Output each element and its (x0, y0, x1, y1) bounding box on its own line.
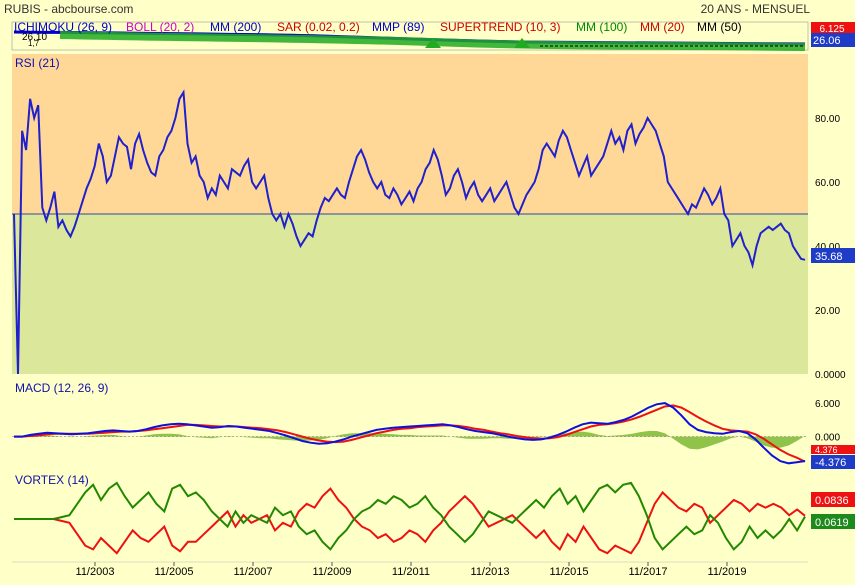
macd-title: MACD (12, 26, 9) (15, 381, 108, 395)
vortex-panel: VORTEX (14) 0.0836 0.0619 (14, 473, 855, 555)
indicator-legend: ICHIMOKU (26, 9) BOLL (20, 2) MM (200) SAR … (14, 20, 742, 34)
rsi-axis: 80.00 60.00 40.00 20.00 0.0000 (815, 114, 846, 381)
vortex-plus-tag: 0.0619 (815, 517, 849, 529)
macd-series-line (14, 402, 806, 465)
legend-item: ICHIMOKU (26, 9) (14, 20, 112, 34)
rsi-value-tag: 35.68 (815, 251, 843, 263)
vortex-plus-line (14, 481, 806, 551)
x-tick-label: 11/2009 (313, 566, 352, 578)
x-tick-label: 11/2007 (234, 566, 273, 578)
rsi-panel: 80.00 60.00 40.00 20.00 0.0000 RSI (21) 35.6… (12, 54, 855, 381)
rsi-oversold-zone (12, 214, 808, 374)
vortex-minus-line (14, 487, 806, 555)
legend-item: MM (200) (210, 20, 261, 34)
legend-item: MM (50) (697, 20, 742, 34)
price-tag-bg (811, 33, 855, 47)
rsi-overbought-zone (12, 54, 808, 214)
x-tick-label: 11/2003 (76, 566, 115, 578)
rsi-tick-label: 80.00 (815, 114, 840, 125)
macd-histogram-area (14, 431, 805, 450)
macd-value-tag-bg (811, 455, 855, 469)
legend-item: MMP (89) (372, 20, 424, 34)
signal-triangle (514, 38, 530, 48)
macd-panel: 6.000 0.000 MACD (12, 26, 9) 4.376 -4.376 (12, 381, 855, 469)
rsi-tick-label: 0.0000 (815, 370, 846, 381)
macd-signal-tag-bg (811, 445, 855, 454)
price-tag-hidden: 6.125 (819, 24, 844, 35)
legend-item: SUPERTREND (10, 3) (440, 20, 560, 34)
rsi-tick-label: 20.00 (815, 306, 840, 317)
macd-axis: 6.000 0.000 (815, 399, 840, 443)
price-panel: 26,10 1,7 ICHIMOKU (26, 9) BOLL (20, 2) MM… (11, 20, 855, 51)
x-tick-label: 11/2015 (550, 566, 589, 578)
legend-item: SAR (0.02, 0.2) (277, 20, 360, 34)
rsi-tick-label: 40.00 (815, 242, 840, 253)
rsi-series-line (13, 89, 806, 375)
macd-tick-label: 0.000 (815, 433, 840, 444)
vortex-plus-tag-bg (811, 514, 855, 529)
signal-triangle (425, 38, 441, 48)
macd-tick-label: 6.000 (815, 399, 840, 410)
rsi-title: RSI (21) (15, 56, 60, 70)
rsi-tick-label: 60.00 (815, 178, 840, 189)
macd-histogram (14, 431, 805, 450)
overlap-label: 26,10 (22, 32, 47, 43)
x-tick-label: 11/2017 (629, 566, 668, 578)
vortex-minus-tag-bg (811, 492, 855, 507)
rsi-value-tag-bg (811, 248, 855, 263)
macd-value-tag: -4.376 (815, 457, 846, 469)
macd-signal-line (14, 404, 806, 463)
legend-item: BOLL (20, 2) (126, 20, 194, 34)
x-tick-label: 11/2011 (392, 566, 430, 578)
chart-period: 20 ANS - MENSUEL (701, 2, 811, 16)
x-tick-label: 11/2013 (471, 566, 510, 578)
price-tag: 26.06 (813, 35, 841, 47)
overlap-sublabel: 1,7 (28, 39, 40, 48)
vortex-minus-tag: 0.0836 (815, 495, 849, 507)
x-axis: 11/2003 11/2005 11/2007 11/2009 11/2011 11/20… (12, 561, 808, 578)
chart-title: RUBIS - abcbourse.com (4, 2, 133, 16)
price-tag-hidden-bg (811, 22, 855, 34)
vortex-title: VORTEX (14) (15, 473, 89, 487)
legend-item: MM (100) (576, 20, 627, 34)
x-tick-label: 11/2019 (708, 566, 747, 578)
x-tick-label: 11/2005 (155, 566, 194, 578)
legend-item: MM (20) (640, 20, 685, 34)
macd-signal-tag: 4.376 (815, 445, 838, 455)
